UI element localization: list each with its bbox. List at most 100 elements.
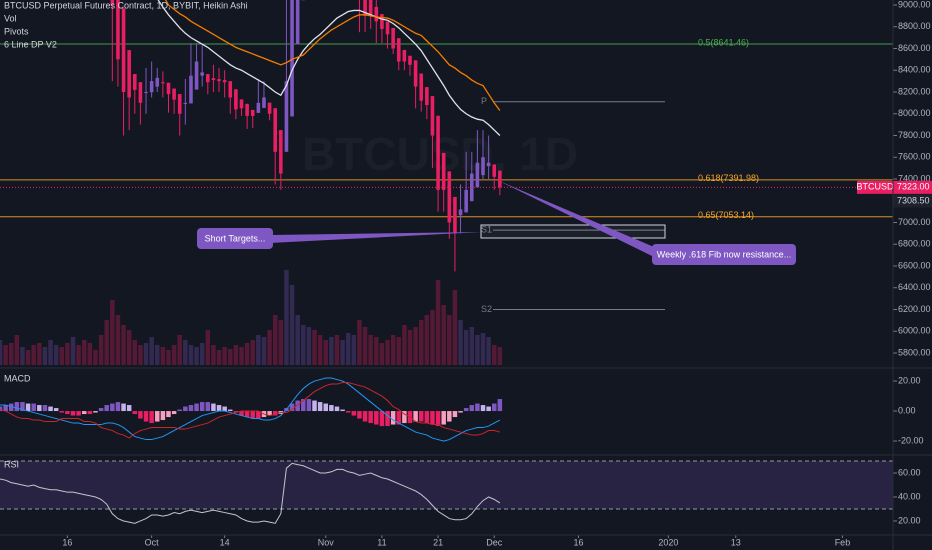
volume-bar <box>53 345 59 365</box>
candle-body <box>453 196 457 234</box>
rsi-band <box>0 460 893 509</box>
volume-bar <box>76 345 81 365</box>
candle-body <box>110 0 115 6</box>
y-tick-label: 20.00 <box>898 515 921 525</box>
price-tag-label: 7323.00 <box>897 182 930 192</box>
volume-bar <box>183 340 188 365</box>
volume-bar <box>42 347 48 365</box>
macd-histogram-bar <box>0 406 3 412</box>
macd-histogram-bar <box>166 411 171 418</box>
volume-bar <box>70 337 76 365</box>
macd-histogram-bar <box>430 411 435 425</box>
macd-histogram-bar <box>306 399 312 412</box>
volume-bar <box>345 333 351 365</box>
macd-histogram-bar <box>480 405 486 412</box>
macd-histogram-bar <box>244 411 250 418</box>
y-tick-label: 8200.00 <box>898 86 931 96</box>
macd-histogram-bar <box>301 399 306 412</box>
volume-bar <box>188 345 194 365</box>
candle-body <box>256 102 261 113</box>
volume-bar <box>8 343 14 365</box>
candle-body <box>385 21 390 35</box>
candle-body <box>284 81 289 152</box>
symbol-label: BTCUSD <box>856 182 894 192</box>
macd-histogram-bar <box>475 403 480 412</box>
volume-bar <box>121 325 126 365</box>
rsi-line <box>0 462 501 524</box>
x-tick-label: 16 <box>573 537 583 547</box>
macd-histogram-bar <box>486 406 491 412</box>
candle-body <box>127 50 131 98</box>
price-tag <box>893 180 932 194</box>
chart-title: BTCUSD Perpetual Futures Contract, 1D, B… <box>4 0 248 10</box>
volume-bar <box>171 345 177 365</box>
candle-body <box>464 189 468 213</box>
volume-bar <box>278 320 284 365</box>
macd-histogram-bar <box>267 411 272 416</box>
callout-box <box>652 244 796 265</box>
pivot-label: S2 <box>481 304 492 314</box>
candle-body <box>200 72 204 76</box>
volume-bar <box>65 343 70 365</box>
volume-bar <box>368 335 373 365</box>
candle-body <box>436 115 440 190</box>
volume-bar <box>110 300 115 365</box>
candle-body <box>374 6 379 22</box>
macd-histogram-bar <box>463 408 469 412</box>
volume-bar <box>211 345 216 365</box>
volume-bar <box>31 345 36 365</box>
moving-average <box>164 0 501 111</box>
volume-bar <box>480 333 486 365</box>
volume-bar <box>379 343 385 365</box>
candle-body <box>396 38 401 62</box>
y-tick-label: 7000.00 <box>898 217 931 227</box>
macd-histogram-bar <box>233 411 239 413</box>
y-tick-label: 8800.00 <box>898 21 931 31</box>
macd-histogram-bar <box>65 411 70 415</box>
volume-bar <box>486 337 491 365</box>
target-zone <box>480 224 666 239</box>
callout-pointer <box>270 232 482 243</box>
callout-box <box>197 228 273 249</box>
volume-bar <box>233 345 239 365</box>
macd-histogram-bar <box>183 406 188 412</box>
volume-bar <box>284 270 289 365</box>
y-tick-label: 7400.00 <box>898 173 931 183</box>
macd-histogram-bar <box>115 402 121 412</box>
volume-bar <box>14 335 20 365</box>
macd-histogram-bar <box>48 406 53 412</box>
candle-body <box>239 99 244 109</box>
y-tick-label: 8600.00 <box>898 43 931 53</box>
macd-histogram-bar <box>70 411 76 416</box>
indicator-label: 6 Line DP V2 <box>4 39 57 49</box>
volume-bar <box>351 335 357 365</box>
macd-histogram-bar <box>110 403 115 412</box>
pivot-label: S1 <box>481 224 492 234</box>
y-tick-label: 6400.00 <box>898 282 931 292</box>
x-tick-label: Dec <box>486 537 503 547</box>
macd-histogram-bar <box>20 402 25 412</box>
y-tick-label: 8400.00 <box>898 65 931 75</box>
macd-histogram-bar <box>458 411 463 413</box>
candle-body <box>402 49 407 62</box>
candle-body <box>425 87 429 106</box>
volume-bar <box>301 325 306 365</box>
macd-histogram-bar <box>295 400 300 412</box>
y-tick-label: 6600.00 <box>898 260 931 270</box>
macd-histogram-bar <box>379 411 385 427</box>
volume-bar <box>216 350 222 365</box>
candle-body <box>228 81 233 98</box>
macd-histogram-bar <box>345 411 351 413</box>
volume-bar <box>407 330 413 365</box>
watermark: BTCUSD, 1D <box>302 128 578 180</box>
macd-histogram-bar <box>199 402 205 412</box>
volume-bar <box>435 280 441 365</box>
candle-body <box>155 77 160 87</box>
macd-histogram-bar <box>98 408 104 412</box>
candle-body <box>138 82 143 103</box>
candle-body <box>234 89 238 110</box>
candle-body <box>172 88 176 100</box>
macd-histogram-bar <box>53 408 59 412</box>
x-tick-label: Nov <box>318 537 335 547</box>
